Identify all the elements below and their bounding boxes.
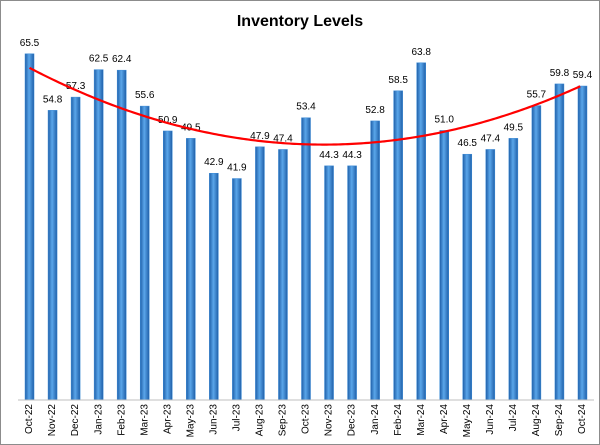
value-label: 58.5 <box>388 75 408 86</box>
x-tick-label: Apr-23 <box>162 404 173 434</box>
x-tick-label: Nov-22 <box>47 404 58 437</box>
bar <box>370 120 380 401</box>
value-label: 47.4 <box>481 133 501 144</box>
bar <box>139 105 150 401</box>
bar <box>232 178 242 401</box>
x-tick-label: Dec-23 <box>347 404 358 437</box>
x-tick-label: Aug-24 <box>531 404 542 437</box>
bar <box>347 165 357 401</box>
value-label: 55.7 <box>527 90 547 101</box>
x-tick-label: Jan-24 <box>370 404 381 435</box>
x-tick-label: Nov-23 <box>324 404 335 437</box>
x-tick-label: Feb-24 <box>393 404 404 436</box>
value-label: 47.4 <box>273 133 293 144</box>
bar <box>209 172 219 401</box>
bar <box>301 117 311 401</box>
x-tick-label: Dec-22 <box>70 404 81 437</box>
x-tick-label: Mar-24 <box>416 404 427 436</box>
bar <box>47 110 58 401</box>
value-label: 49.5 <box>181 122 201 133</box>
value-label: 55.6 <box>135 90 155 101</box>
x-tick-label: Aug-23 <box>255 404 266 437</box>
bar <box>462 153 473 401</box>
x-tick-label: Oct-22 <box>24 404 35 434</box>
bar <box>255 146 265 401</box>
bar <box>116 69 127 401</box>
x-tick-label: Oct-23 <box>301 404 312 434</box>
trend-line <box>29 66 581 146</box>
bar <box>554 83 565 401</box>
bar <box>324 165 334 401</box>
value-label: 62.5 <box>89 54 109 65</box>
x-tick-label: Feb-23 <box>116 404 127 436</box>
chart-title: Inventory Levels <box>237 13 363 30</box>
bar <box>70 96 81 401</box>
value-label: 57.3 <box>66 81 86 92</box>
value-label: 46.5 <box>458 138 478 149</box>
value-label: 59.4 <box>573 70 593 81</box>
value-label: 54.8 <box>43 94 63 105</box>
x-tick-label: Jun-23 <box>208 404 219 435</box>
value-label: 59.8 <box>550 68 570 79</box>
value-label: 49.5 <box>504 122 524 133</box>
value-label: 44.3 <box>342 150 362 161</box>
x-tick-label: Sep-23 <box>278 404 289 437</box>
bar <box>531 105 542 401</box>
x-tick-label: Jan-23 <box>93 404 104 435</box>
value-label: 42.9 <box>204 157 224 168</box>
bar <box>577 85 588 401</box>
bar <box>416 62 426 401</box>
value-label: 63.8 <box>411 47 431 58</box>
bar <box>508 138 519 401</box>
x-tick-label: Jul-24 <box>508 404 519 432</box>
x-tick-label: May-23 <box>185 404 196 438</box>
x-tick-label: Oct-24 <box>577 404 588 434</box>
bar <box>485 149 496 401</box>
value-label: 62.4 <box>112 54 132 65</box>
bar <box>393 90 403 401</box>
value-label: 50.9 <box>158 115 178 126</box>
value-label: 51.0 <box>435 114 455 125</box>
value-label: 53.4 <box>296 102 316 113</box>
value-label: 52.8 <box>365 105 385 116</box>
bar <box>439 130 449 401</box>
bar <box>163 130 173 401</box>
x-tick-label: Mar-23 <box>139 404 150 436</box>
value-label: 41.9 <box>227 163 247 174</box>
bar <box>278 149 288 401</box>
value-label: 44.3 <box>319 150 339 161</box>
bar <box>93 69 104 401</box>
bar <box>186 138 196 401</box>
x-tick-label: Jul-23 <box>232 404 243 432</box>
x-tick-label: Jun-24 <box>485 404 496 435</box>
value-label: 65.5 <box>20 38 40 49</box>
x-tick-label: Sep-24 <box>554 404 565 437</box>
x-tick-label: May-24 <box>462 404 473 438</box>
bar <box>24 53 35 401</box>
x-tick-label: Apr-24 <box>439 404 450 434</box>
value-label: 47.9 <box>250 131 270 142</box>
